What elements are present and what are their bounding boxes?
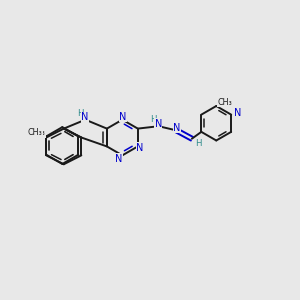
Text: H: H [77, 109, 83, 118]
Text: CH₃: CH₃ [217, 98, 232, 107]
Text: N: N [234, 108, 242, 118]
Text: N: N [115, 154, 122, 164]
Text: H: H [195, 139, 202, 148]
Text: N: N [136, 143, 144, 153]
Text: CH₃: CH₃ [28, 128, 42, 137]
Text: N: N [119, 112, 127, 122]
Text: N: N [154, 118, 162, 128]
Text: H: H [151, 115, 157, 124]
Text: N: N [173, 123, 180, 133]
Text: N: N [81, 112, 88, 122]
Text: CH₃: CH₃ [31, 128, 45, 137]
